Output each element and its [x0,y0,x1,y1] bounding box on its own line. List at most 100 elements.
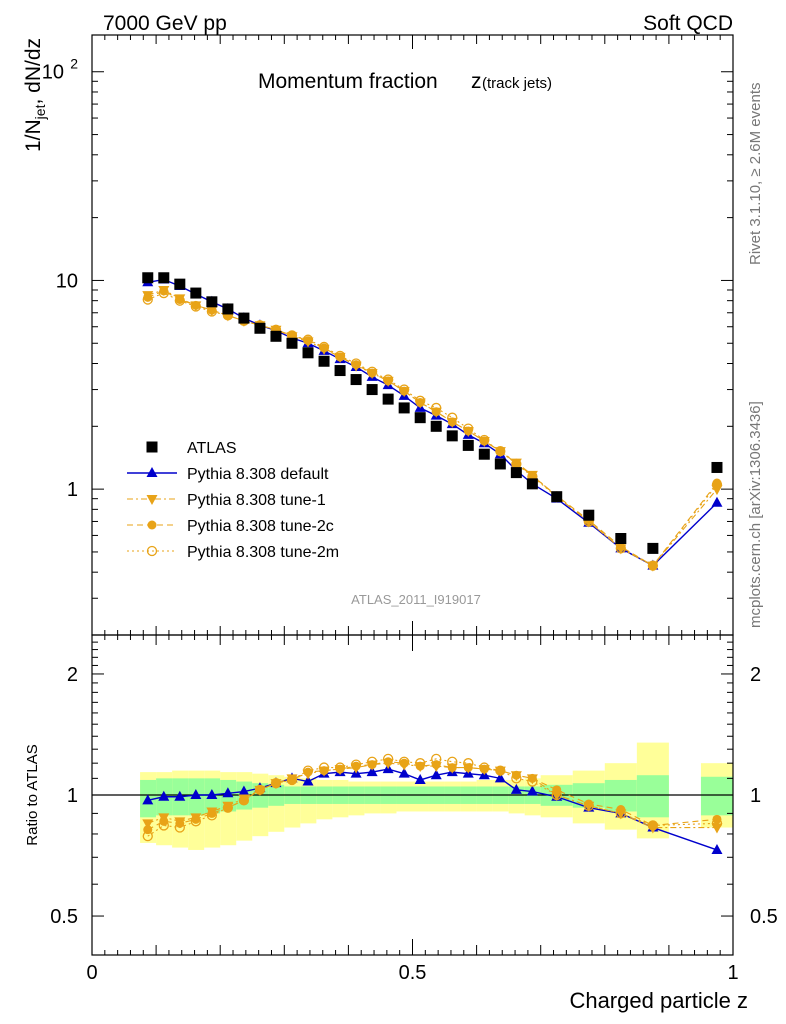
ratio-y-tick-label-left-0: 0.5 [50,906,78,928]
main-tune2m-point-22 [495,446,506,457]
main-atlas-point-16 [398,402,410,414]
ratio-tune2c-point-28 [648,820,658,830]
ratio-tune2c-point-23 [511,770,521,780]
ratio-tune2m-point-15 [382,753,394,765]
ratio-y-tick-label-left-1: 1 [67,785,78,807]
ratio-tune2c-point-9 [287,775,297,785]
ratio-tune2m-point-24 [527,776,538,787]
main-atlas-point-21 [478,448,490,460]
ratio-default-point-22 [494,772,506,783]
ratio-default-point-10 [302,775,314,786]
main-tune2c-point-18 [431,407,441,417]
ratio-band-inner-29 [700,776,733,816]
legend-marker-2 [146,495,158,505]
main-atlas-point-26 [583,509,595,521]
main-y-axis-label-text: 1/Njet, dN/dz [22,38,48,152]
ratio-default-point-2 [174,790,186,801]
ratio-y-tick-label-right-0: 0.5 [750,906,778,928]
legend-label-2: Pythia 8.308 tune-1 [187,492,326,509]
main-atlas-point-12 [334,365,346,377]
main-tune2m-point-0 [142,294,153,305]
legend-label-3: Pythia 8.308 tune-2c [187,518,334,535]
main-atlas-point-27 [615,533,627,545]
ratio-default-point-5 [222,787,234,798]
ratio-y-tick-label-right-2: 2 [750,664,761,686]
main-y-tick-label-2-exp: 2 [70,56,78,72]
ratio-default-point-16 [398,767,410,778]
main-atlas-point-2 [174,278,186,290]
main-atlas-point-6 [238,312,250,324]
main-atlas-point-18 [430,420,442,432]
ratio-default-point-4 [206,789,218,799]
ratio-tune2m-point-27 [615,808,626,819]
rivet-version-label: Rivet 3.1.10, ≥ 2.6M events [747,83,764,266]
main-atlas-point-23 [510,467,522,479]
main-tune2m-point-19 [447,412,458,423]
ratio-default-point-17 [414,773,426,784]
ratio-tune2c-point-14 [367,760,377,770]
ratio-tune2m-point-18 [431,753,442,765]
main-tune2m-point-20 [463,423,474,434]
ratio-tune2m-point-7 [254,784,266,795]
ratio-tune2m-point-10 [302,765,314,776]
analysis-watermark: ATLAS_2011_I919017 [351,592,481,607]
main-atlas-point-5 [222,303,234,315]
main-atlas-point-3 [190,287,202,299]
ratio-tune2m-point-3 [190,816,201,827]
main-title-subscript: (track jets) [482,75,552,92]
ratio-tune2m-point-4 [206,810,218,821]
x-axis-title: Charged particle z [569,988,748,1013]
main-atlas-point-14 [366,384,378,396]
main-tune2m-point-1 [158,287,169,299]
main-tune2m-point-21 [479,434,490,446]
ratio-tune2m-point-17 [415,758,426,769]
main-atlas-point-9 [286,337,298,349]
main-tune2m-point-2 [174,295,185,306]
ratio-tune2c-point-7 [255,785,265,795]
ratio-tune2c-point-3 [191,814,201,824]
ratio-tune2m-point-5 [222,802,234,813]
x-tick-label-1: 0.5 [399,962,427,984]
ratio-tune2m-point-21 [479,762,490,773]
main-atlas-point-4 [206,296,218,308]
ratio-band-inner-28 [636,775,669,818]
main-tune2c-point-12 [335,352,345,362]
legend-marker-1 [146,467,158,477]
legend-marker-4 [146,545,158,557]
header-left-label: 7000 GeV pp [103,12,227,35]
main-atlas-point-17 [414,412,426,424]
main-title-text: Momentum fraction [258,70,438,93]
main-atlas-point-8 [270,330,282,342]
main-tune2m-point-17 [415,395,426,406]
main-tune2m-point-12 [334,350,346,362]
main-title-variable: z [471,70,482,93]
main-y-tick-label-1: 10 [56,270,78,292]
ratio-default-point-23 [510,783,522,794]
main-tune2m-point-29 [711,479,723,490]
ratio-tune2c-point-25 [552,785,562,795]
main-tune2c-point-10 [303,336,313,346]
main-atlas-point-1 [158,272,170,284]
ratio-y-tick-label-right-1: 1 [750,785,761,807]
ratio-tune2m-point-20 [463,758,474,769]
ratio-default-point-0 [142,794,154,805]
main-y-tick-label-0: 1 [67,479,78,501]
main-atlas-point-7 [254,322,266,334]
ratio-default-point-3 [190,789,202,799]
main-atlas-point-13 [350,374,362,386]
ratio-tune1-point-29 [711,823,723,834]
main-tune2c-point-11 [319,343,329,353]
ratio-tune2m-point-2 [174,822,185,833]
main-tune1-point-29 [711,485,723,496]
x-tick-label-0: 0 [86,962,97,984]
ratio-tune2m-point-26 [583,800,594,811]
main-title: Momentum fraction z (track jets) [258,70,552,93]
legend: ATLAS Pythia 8.308 default Pythia 8.308 tu… [127,440,339,561]
ratio-tune2m-point-6 [238,795,250,806]
main-default-point-29 [711,496,723,507]
main-atlas-point-22 [494,458,506,470]
main-atlas-point-25 [551,491,563,503]
ratio-default-point-1 [158,790,170,801]
main-tune2m-point-14 [366,366,378,377]
legend-marker-3 [147,520,157,530]
